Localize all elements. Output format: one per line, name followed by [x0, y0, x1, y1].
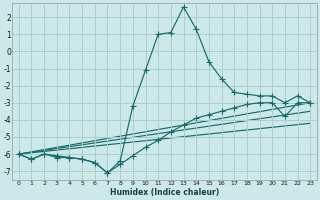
- X-axis label: Humidex (Indice chaleur): Humidex (Indice chaleur): [110, 188, 219, 197]
